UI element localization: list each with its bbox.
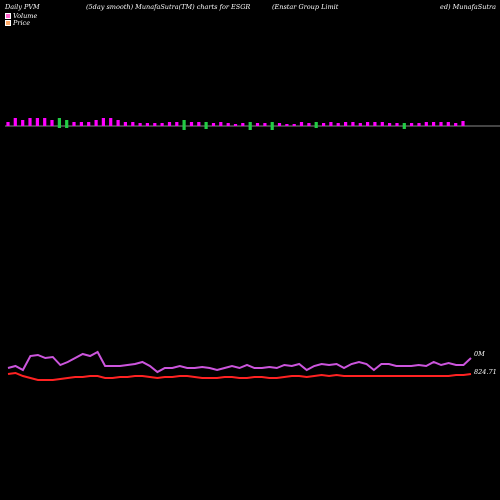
volume-bar [138, 123, 142, 126]
volume-bar [21, 120, 25, 126]
volume-bar [167, 122, 172, 126]
volume-bar [292, 124, 296, 126]
volume-bar [109, 118, 113, 126]
volume-bar [131, 122, 135, 126]
volume-bar [263, 123, 267, 126]
volume-bar [65, 120, 69, 128]
legend-volume-swatch [5, 13, 11, 19]
volume-bar [402, 123, 406, 129]
volume-end-label: 0M [474, 350, 485, 358]
volume-bar [182, 120, 186, 130]
volume-bar [28, 118, 32, 126]
legend-price-label: Price [13, 19, 31, 27]
volume-bar [358, 123, 362, 126]
volume-bar [255, 123, 260, 126]
volume-bar [219, 122, 223, 126]
legend-volume-label: Volume [13, 12, 38, 20]
volume-bar [226, 123, 230, 126]
header-company-b: ed) MunafaSutra [440, 3, 497, 11]
volume-bar [344, 122, 348, 126]
price-line [7, 371, 472, 381]
volume-bar [461, 121, 465, 126]
volume-bar [395, 123, 399, 126]
volume-bar [13, 118, 17, 126]
volume-bar [233, 124, 238, 126]
volume-bar [432, 122, 436, 126]
volume-bar [87, 122, 91, 126]
volume-bar [101, 118, 105, 126]
volume-bar [211, 123, 216, 126]
volume-bar [336, 123, 340, 126]
volume-bar [175, 122, 179, 126]
volume-bar [329, 122, 333, 126]
volume-bar [6, 122, 10, 126]
volume-bar [153, 123, 157, 126]
volume-bar [204, 122, 208, 129]
legend-price: Price [5, 19, 30, 27]
volume-bar [351, 122, 355, 126]
volume-bar [410, 123, 414, 126]
volume-bar [248, 122, 252, 130]
volume-bar [79, 122, 83, 126]
volume-bar [366, 122, 370, 126]
volume-bar [424, 122, 428, 126]
volume-bar [299, 122, 304, 126]
volume-bar [160, 123, 164, 126]
volume-bar [454, 123, 458, 126]
volume-bar [373, 122, 377, 126]
volume-bar [277, 123, 282, 126]
volume-bar [116, 120, 120, 126]
volume-line [7, 350, 472, 374]
volume-bar [189, 122, 194, 126]
volume-bar [123, 122, 127, 126]
volume-bar [446, 122, 450, 126]
volume-bar [270, 122, 274, 130]
legend-volume: Volume [5, 12, 37, 20]
volume-bar [72, 122, 76, 126]
volume-bar [94, 120, 98, 126]
volume-bar [50, 120, 54, 126]
volume-bar [388, 123, 392, 126]
header-company-a: (Enstar Group Limit [272, 3, 339, 11]
volume-bar [322, 123, 326, 126]
volume-bar [314, 122, 318, 128]
volume-bar [35, 118, 39, 126]
volume-bar [241, 123, 245, 126]
volume-bar [145, 123, 149, 126]
header-title: Daily PVM [5, 3, 40, 11]
volume-bar [439, 122, 443, 126]
legend-price-swatch [5, 20, 11, 26]
volume-bar [43, 118, 47, 126]
volume-bar [380, 122, 384, 126]
volume-bar [285, 124, 289, 126]
volume-bar [307, 123, 311, 126]
price-end-label: 824.71 [474, 368, 497, 376]
header-subtitle: (5day smooth) MunafaSutra(TM) charts for… [86, 3, 251, 11]
volume-bars [6, 118, 465, 130]
volume-bar [57, 118, 61, 128]
volume-bar [197, 122, 201, 126]
volume-bar [417, 123, 421, 126]
